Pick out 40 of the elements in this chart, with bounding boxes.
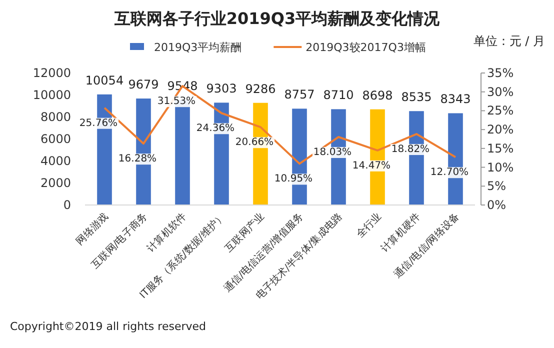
legend-label: 2019Q3平均薪酬: [154, 41, 242, 54]
data-label: 8343: [440, 92, 471, 106]
y2-tick-label: 15%: [487, 141, 514, 156]
y-tick-label: 0: [63, 198, 71, 212]
y-tick-label: 10000: [32, 88, 71, 102]
data-label: 9286: [245, 82, 276, 96]
data-label: 8710: [323, 88, 354, 102]
y-tick-label: 8000: [40, 110, 71, 124]
data-label: 8757: [284, 88, 315, 102]
x-tick-label: 全行业: [354, 210, 384, 240]
y2-tick-label: 20%: [487, 122, 514, 137]
y2-tick-label: 25%: [487, 104, 514, 118]
data-label: 18.03%: [313, 147, 352, 158]
y-tick-label: 6000: [40, 132, 71, 146]
data-label: 24.36%: [196, 123, 235, 134]
data-label: 18.82%: [391, 144, 430, 156]
data-label: 10.95%: [274, 174, 313, 185]
chart-title: 互联网各子行业2019Q3平均薪酬及变化情况: [113, 9, 441, 28]
y2-tick-label: 10%: [487, 160, 514, 174]
data-label: 9303: [206, 82, 237, 96]
y-tick-label: 12000: [32, 66, 71, 80]
text: 单位：元 / 月: [473, 34, 545, 48]
data-label: 31.53%: [157, 96, 196, 108]
data-label: 12.70%: [430, 167, 469, 178]
data-label: 16.28%: [118, 154, 157, 165]
data-label: 8698: [362, 88, 393, 102]
data-label: 8535: [401, 90, 432, 104]
text: Copyright©2019 all rights reserved: [10, 320, 206, 333]
data-label: 10054: [85, 73, 124, 88]
data-label: 20.66%: [235, 137, 274, 148]
y2-tick-label: 35%: [487, 66, 514, 80]
data-label: 25.76%: [79, 118, 118, 129]
y2-tick-label: 30%: [487, 84, 514, 99]
data-label: 14.47%: [352, 160, 391, 172]
y-tick-label: 2000: [40, 176, 71, 190]
data-label: 9679: [128, 78, 159, 92]
y2-tick-label: 0%: [487, 198, 506, 212]
legend-label: 2019Q3较2017Q3增幅: [306, 41, 426, 54]
y2-tick-label: 5%: [487, 179, 506, 194]
y-tick-label: 4000: [40, 154, 71, 168]
